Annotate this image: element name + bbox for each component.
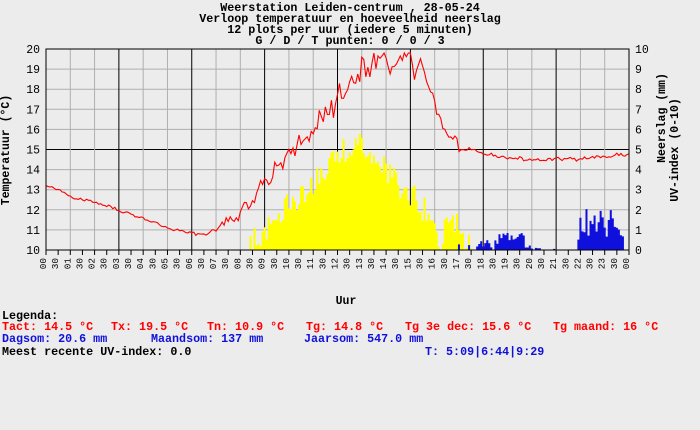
svg-text:30: 30 bbox=[390, 258, 401, 270]
svg-text:17: 17 bbox=[26, 104, 40, 117]
svg-text:30: 30 bbox=[74, 258, 85, 270]
svg-text:05: 05 bbox=[159, 258, 170, 270]
svg-text:08: 08 bbox=[232, 258, 243, 270]
svg-text:12: 12 bbox=[330, 258, 341, 269]
svg-text:16: 16 bbox=[427, 258, 438, 270]
svg-text:30: 30 bbox=[220, 258, 231, 270]
svg-text:30: 30 bbox=[609, 258, 620, 270]
svg-text:30: 30 bbox=[317, 258, 328, 270]
svg-text:20: 20 bbox=[524, 258, 535, 270]
svg-text:6: 6 bbox=[635, 124, 642, 137]
svg-text:30: 30 bbox=[342, 258, 353, 270]
svg-text:13: 13 bbox=[354, 258, 365, 270]
svg-text:7: 7 bbox=[635, 104, 642, 117]
svg-text:21: 21 bbox=[548, 258, 559, 270]
svg-text:14: 14 bbox=[378, 258, 389, 270]
svg-text:30: 30 bbox=[293, 258, 304, 270]
svg-text:22: 22 bbox=[572, 258, 583, 269]
svg-text:07: 07 bbox=[208, 258, 219, 269]
svg-text:30: 30 bbox=[463, 258, 474, 270]
svg-text:4: 4 bbox=[635, 165, 642, 178]
svg-text:9: 9 bbox=[635, 64, 642, 77]
svg-text:30: 30 bbox=[269, 258, 280, 270]
svg-text:16: 16 bbox=[26, 124, 40, 137]
svg-text:30: 30 bbox=[172, 258, 183, 270]
svg-text:00: 00 bbox=[621, 258, 632, 270]
svg-text:04: 04 bbox=[135, 258, 146, 270]
svg-text:30: 30 bbox=[123, 258, 134, 270]
svg-text:13: 13 bbox=[26, 185, 40, 198]
svg-text:8: 8 bbox=[635, 84, 642, 97]
svg-text:01: 01 bbox=[62, 258, 73, 270]
svg-text:Uur: Uur bbox=[336, 295, 357, 308]
svg-text:11: 11 bbox=[305, 258, 316, 270]
svg-text:23: 23 bbox=[597, 258, 608, 270]
svg-text:12: 12 bbox=[26, 205, 40, 218]
svg-text:14: 14 bbox=[26, 165, 40, 178]
svg-text:Neerslag (mm): Neerslag (mm) bbox=[656, 73, 669, 163]
svg-text:15: 15 bbox=[26, 145, 40, 158]
svg-text:30: 30 bbox=[560, 258, 571, 270]
svg-text:17: 17 bbox=[451, 258, 462, 269]
svg-text:18: 18 bbox=[26, 84, 40, 97]
svg-text:30: 30 bbox=[512, 258, 523, 270]
svg-text:15: 15 bbox=[402, 258, 413, 270]
svg-text:11: 11 bbox=[26, 225, 40, 238]
svg-text:0: 0 bbox=[635, 245, 642, 258]
svg-text:5: 5 bbox=[635, 145, 642, 158]
svg-text:18: 18 bbox=[475, 258, 486, 270]
svg-text:10: 10 bbox=[26, 245, 40, 258]
svg-text:30: 30 bbox=[244, 258, 255, 270]
svg-text:00: 00 bbox=[38, 258, 49, 270]
svg-text:3: 3 bbox=[635, 185, 642, 198]
svg-text:30: 30 bbox=[99, 258, 110, 270]
svg-text:20: 20 bbox=[26, 44, 40, 57]
svg-text:Temperatuur (°C): Temperatuur (°C) bbox=[0, 95, 13, 205]
svg-text:30: 30 bbox=[196, 258, 207, 270]
svg-text:30: 30 bbox=[50, 258, 61, 270]
svg-text:10: 10 bbox=[281, 258, 292, 270]
svg-text:30: 30 bbox=[487, 258, 498, 270]
svg-text:30: 30 bbox=[536, 258, 547, 270]
svg-text:2: 2 bbox=[635, 205, 642, 218]
svg-text:30: 30 bbox=[439, 258, 450, 270]
svg-text:03: 03 bbox=[111, 258, 122, 270]
svg-text:30: 30 bbox=[147, 258, 158, 270]
svg-text:19: 19 bbox=[500, 258, 511, 269]
svg-text:02: 02 bbox=[87, 258, 98, 269]
svg-text:30: 30 bbox=[585, 258, 596, 270]
svg-text:30: 30 bbox=[415, 258, 426, 270]
svg-text:1: 1 bbox=[635, 225, 642, 238]
svg-text:09: 09 bbox=[257, 258, 268, 269]
svg-text:30: 30 bbox=[366, 258, 377, 270]
svg-text:10: 10 bbox=[635, 44, 649, 57]
svg-text:UV-index (0-10): UV-index (0-10) bbox=[669, 98, 682, 202]
svg-text:19: 19 bbox=[26, 64, 40, 77]
svg-text:06: 06 bbox=[184, 258, 195, 270]
